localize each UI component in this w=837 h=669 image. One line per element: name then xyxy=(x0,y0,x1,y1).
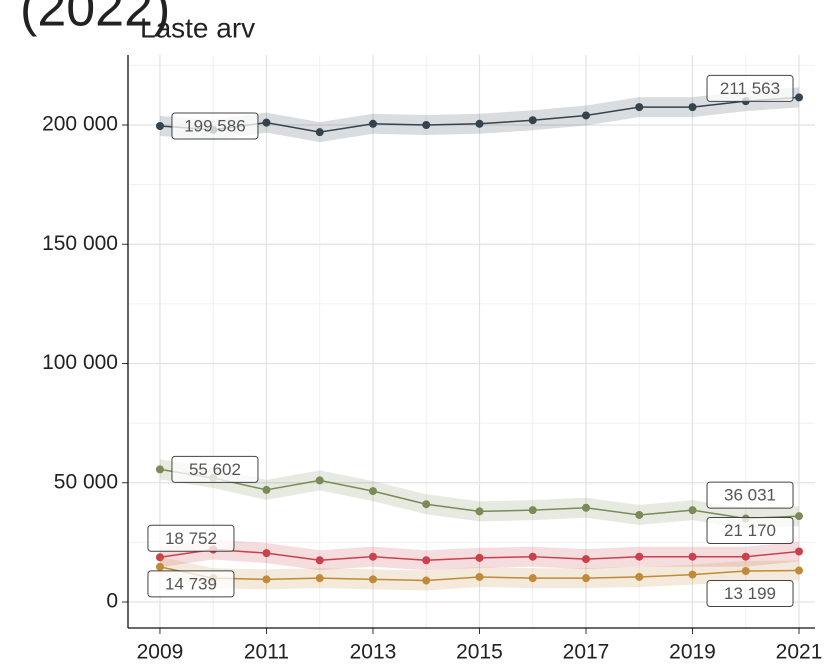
point xyxy=(475,507,484,516)
data-label-box xyxy=(706,481,794,509)
point xyxy=(368,552,377,561)
chart-subtitle: Laste arv xyxy=(140,12,255,43)
point xyxy=(688,506,697,515)
point xyxy=(368,575,377,584)
point xyxy=(582,503,590,512)
point xyxy=(688,552,697,561)
point xyxy=(528,506,537,515)
point xyxy=(368,119,377,128)
x-tick-label: 2017 xyxy=(563,641,610,664)
point xyxy=(795,512,804,521)
data-label: 199 586 xyxy=(184,116,245,135)
data-label: 14 739 xyxy=(165,574,217,593)
chart-title: (2022) xyxy=(20,0,170,38)
point xyxy=(475,119,484,128)
data-label-box xyxy=(171,455,259,483)
point xyxy=(635,103,644,112)
point xyxy=(741,566,750,575)
point xyxy=(315,556,324,565)
point xyxy=(635,552,644,561)
point xyxy=(528,574,537,583)
point xyxy=(262,485,271,494)
point xyxy=(155,562,164,571)
x-tick-label: 2013 xyxy=(350,641,397,664)
point xyxy=(155,553,164,562)
data-label: 211 563 xyxy=(720,79,780,98)
point xyxy=(422,121,431,130)
data-label-box xyxy=(706,74,794,102)
point xyxy=(795,547,804,556)
point xyxy=(315,574,324,583)
point xyxy=(741,552,750,561)
point xyxy=(315,476,324,485)
x-tick-label: 2019 xyxy=(669,641,716,664)
point xyxy=(582,555,590,564)
data-label-box xyxy=(171,112,259,140)
point xyxy=(368,487,377,496)
data-label: 55 602 xyxy=(189,460,241,479)
point xyxy=(262,118,271,127)
point xyxy=(635,510,644,519)
x-tick-label: 2011 xyxy=(244,641,289,664)
data-label-box xyxy=(147,570,235,598)
point xyxy=(315,128,324,137)
point xyxy=(155,465,164,474)
point xyxy=(422,576,431,585)
y-tick-label: 200 000 xyxy=(42,113,118,136)
data-label-box xyxy=(706,517,794,545)
point xyxy=(262,575,271,584)
point xyxy=(635,572,644,581)
data-label: 13 199 xyxy=(724,584,776,603)
y-tick-label: 50 000 xyxy=(54,470,118,493)
x-tick-label: 2009 xyxy=(137,641,184,664)
point xyxy=(528,552,537,561)
point xyxy=(262,549,271,558)
point xyxy=(422,500,431,509)
point xyxy=(422,556,431,565)
data-label: 21 170 xyxy=(724,521,776,540)
data-label-box xyxy=(706,580,794,608)
x-tick-label: 2015 xyxy=(456,641,503,664)
data-label-box xyxy=(147,524,235,552)
data-label: 18 752 xyxy=(165,529,217,548)
point xyxy=(688,103,697,112)
point xyxy=(688,570,697,579)
point xyxy=(475,572,484,581)
point xyxy=(582,574,590,583)
data-label: 36 031 xyxy=(724,486,776,505)
point xyxy=(795,566,804,575)
x-tick-label: 2021 xyxy=(776,641,823,664)
point xyxy=(795,93,804,102)
point xyxy=(528,116,537,125)
y-tick-label: 100 000 xyxy=(42,351,118,374)
point xyxy=(155,121,164,130)
y-tick-label: 150 000 xyxy=(42,232,118,255)
point xyxy=(475,553,484,562)
y-tick-label: 0 xyxy=(106,590,118,613)
point xyxy=(582,111,590,120)
